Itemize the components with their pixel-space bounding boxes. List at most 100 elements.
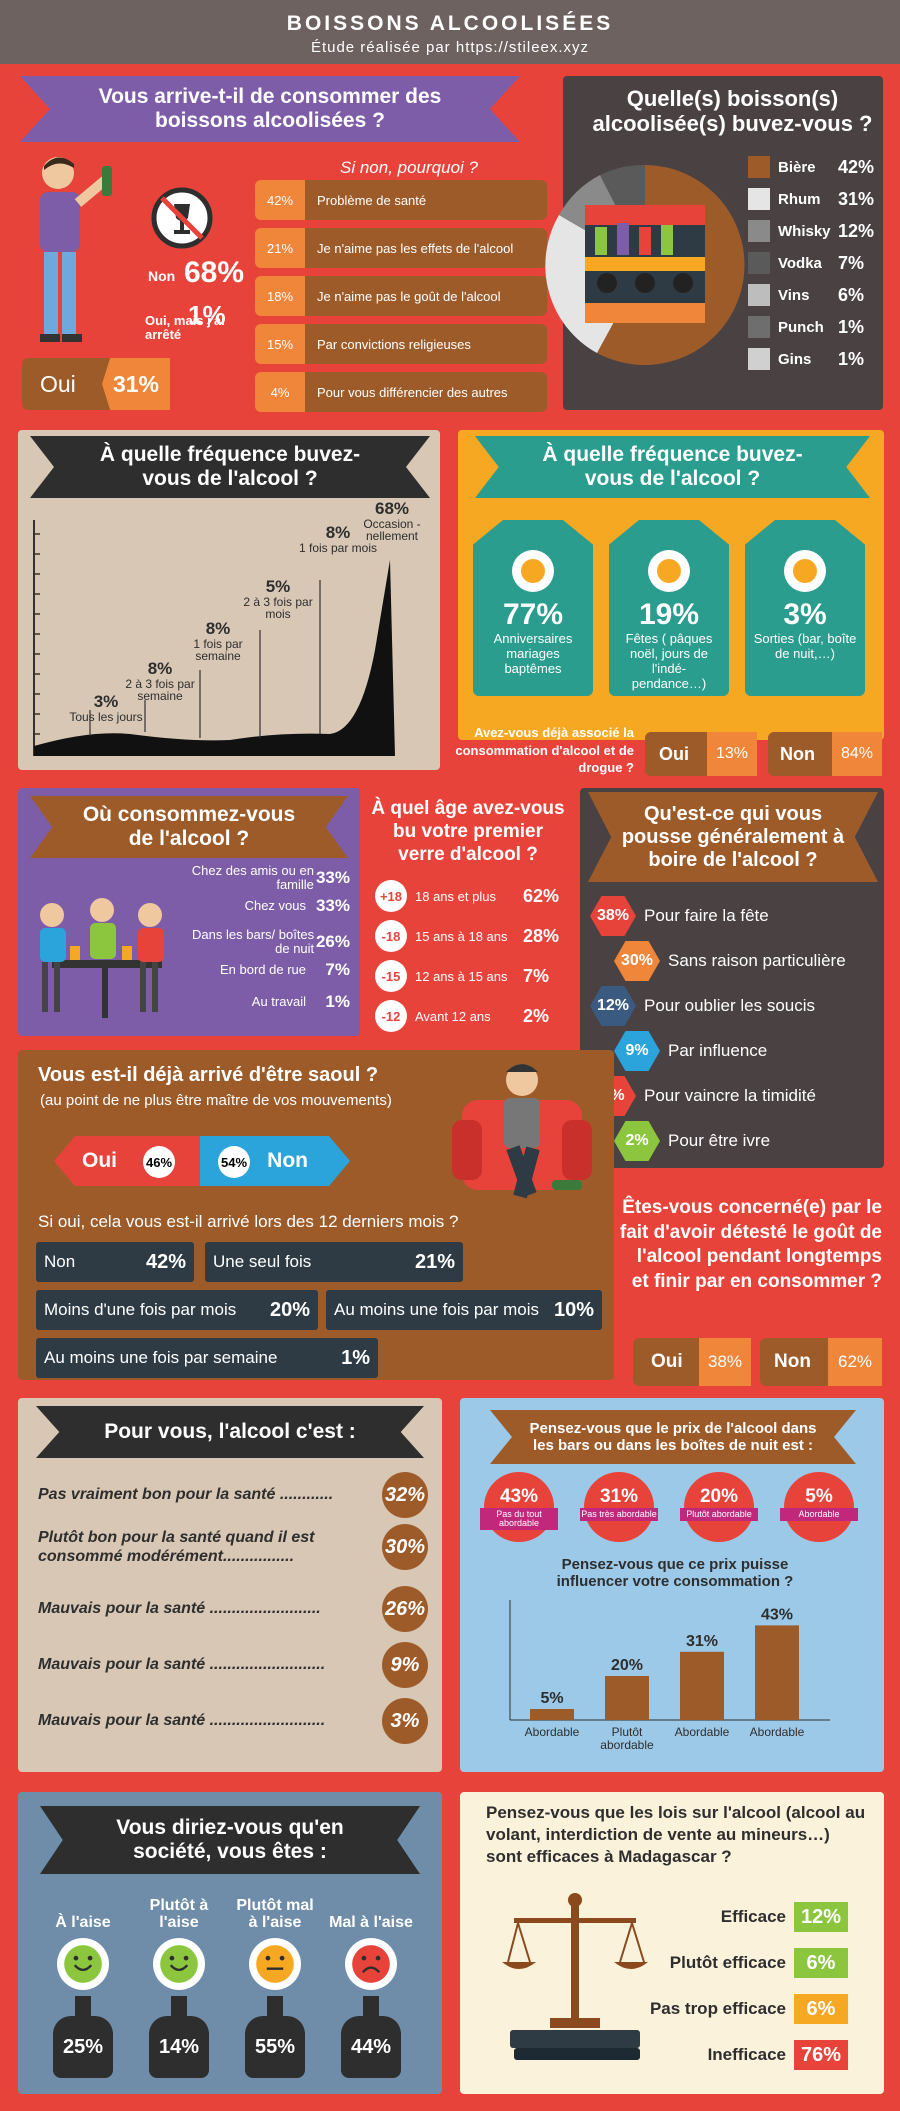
occasion-card: 19% Fêtes ( pâques noël, jours de l'indé… — [609, 520, 729, 696]
s6-title: À quel âge avez-vous bu votre premier ve… — [371, 798, 565, 865]
drug-oui-label: Oui — [659, 743, 689, 764]
frequency-label: 1 fois par mois — [298, 540, 378, 555]
price-badge: 5% Abordable — [780, 1472, 858, 1542]
law-pct: 76% — [794, 2040, 848, 2070]
law-pct: 6% — [794, 1994, 848, 2024]
law-row: Inefficace 76% — [620, 2040, 848, 2070]
last12-pct: 20% — [269, 1298, 310, 1321]
age-badge: -18 — [375, 920, 407, 952]
occasion-pct: 19% — [638, 598, 700, 631]
page-subtitle: Étude réalisée par https://stileex.xyz — [310, 39, 590, 56]
society-label: Plutôt mal à l'aise — [236, 1897, 314, 1932]
age-badge: +18 — [375, 880, 407, 912]
motive-label: Sans raison particulière — [668, 951, 846, 970]
drink-color-swatch — [748, 188, 770, 210]
frequency-pct: 3% — [93, 692, 119, 711]
drink-label: Vins — [778, 286, 810, 304]
age-badge: -12 — [375, 1000, 407, 1032]
face-icon — [153, 1938, 205, 1990]
place-row: En bord de rue 7% — [180, 960, 350, 980]
frequency-pct: 68% — [374, 499, 410, 518]
s10-panel — [18, 1398, 442, 1772]
occasion-card: 77% Anniversaires mariages baptêmes — [473, 520, 593, 696]
saoul-non-label: Non — [267, 1149, 308, 1172]
s8-subtitle: (au point de ne plus être maître de vos … — [40, 1092, 392, 1109]
s5-title-ribbon: Où consommez-vous de l'alcool ? — [30, 796, 348, 858]
motive-pct: 2% — [614, 1121, 660, 1161]
reason-label: Je n'aime pas les effets de l'alcool — [317, 240, 514, 256]
opinion-pct: 30% — [382, 1524, 428, 1570]
opinion-label: Plutôt bon pour la santé quand il est co… — [38, 1528, 315, 1565]
s10-title-ribbon: Pour vous, l'alcool c'est : — [36, 1406, 424, 1458]
age-pct: 2% — [523, 1005, 550, 1026]
price-badge-pct: 43% — [499, 1486, 539, 1507]
motive-label: Par influence — [668, 1041, 768, 1060]
place-pct: 33% — [315, 867, 350, 887]
last12-label: Une seul fois — [213, 1252, 312, 1271]
s9-oui-label: Oui — [651, 1351, 683, 1372]
s9-non-pct: 62% — [828, 1338, 882, 1386]
drink-color-swatch — [748, 252, 770, 274]
place-label: Au travail — [251, 994, 306, 1010]
motive-row: 8% Pour vaincre la timidité — [590, 1076, 860, 1116]
drink-legend-item: Rhum 31% — [748, 186, 876, 212]
saoul-non-pill: Non — [200, 1136, 350, 1186]
law-row: Efficace 12% — [620, 1902, 848, 1932]
drink-label: Vodka — [778, 254, 822, 272]
frequency-label: Tous les jours — [69, 709, 143, 724]
opinion-row: Plutôt bon pour la santé quand il est co… — [38, 1524, 428, 1570]
place-row: Dans les bars/ boîtes de nuit 26% — [180, 928, 350, 955]
age-row: +18 18 ans et plus 62% — [375, 880, 575, 912]
s9-oui-pill: Oui 38% — [633, 1338, 751, 1386]
motive-label: Pour faire la fête — [644, 906, 769, 925]
reason-pct: 4% — [255, 372, 305, 412]
occasion-card: 3% Sorties (bar, boîte de nuit,…) — [745, 520, 865, 696]
opinion-pct: 26% — [382, 1586, 428, 1632]
drink-pct: 7% — [838, 252, 865, 273]
drink-pct: 1% — [838, 316, 865, 337]
bottle-shape — [171, 1996, 187, 2016]
s9-non-pill: Non 62% — [760, 1338, 882, 1386]
opinion-row: Pas vraiment bon pour la santé .........… — [38, 1472, 428, 1518]
place-pct: 33% — [315, 896, 350, 915]
price-bar — [680, 1651, 724, 1720]
friends-drinking-illustration — [40, 898, 164, 1018]
drug-non-pct: 84% — [832, 732, 882, 776]
last12-label: Moins d'une fois par mois — [44, 1300, 237, 1319]
motive-pct: 38% — [590, 896, 636, 936]
reason-row: 4% Pour vous différencier des autres — [255, 372, 547, 412]
motive-pct: 30% — [614, 941, 660, 981]
age-pct: 28% — [523, 925, 560, 946]
drink-color-swatch — [748, 156, 770, 178]
drink-pct: 42% — [838, 156, 875, 177]
face-icon — [345, 1938, 397, 1990]
last12-pct: 1% — [341, 1346, 370, 1369]
place-label: Chez vous — [244, 898, 306, 914]
last12-pct: 10% — [553, 1298, 594, 1321]
law-label: Efficace — [720, 1907, 786, 1926]
s9-title: Êtes-vous concerné(e) par le fait d'avoi… — [619, 1197, 882, 1293]
society-label: Plutôt à l'aise — [149, 1897, 209, 1932]
last12-answer: Une seul fois 21% — [205, 1242, 463, 1282]
price-badge: 43% Pas du tout abordable — [480, 1472, 558, 1542]
drink-pct: 1% — [838, 348, 865, 369]
s8-question2: Si oui, cela vous est-il arrivé lors des… — [38, 1212, 459, 1231]
drink-label: Punch — [778, 318, 824, 336]
drug-question: Avez-vous déjà associé la consommation d… — [455, 725, 634, 776]
society-item: À l'aise 25% — [40, 1888, 126, 2078]
frequency-point: 8% 1 fois par mois — [290, 524, 386, 554]
drink-color-swatch — [748, 220, 770, 242]
drink-pct: 31% — [838, 188, 875, 209]
occasion-icon — [784, 550, 826, 592]
place-pct: 26% — [315, 931, 350, 951]
opinion-label: Mauvais pour la santé ..................… — [38, 1712, 326, 1730]
drink-legend-item: Bière 42% — [748, 154, 876, 180]
opinion-label: Mauvais pour la santé ..................… — [38, 1600, 321, 1618]
frequency-label: 2 à 3 fois par mois — [243, 594, 313, 622]
price-badge-label: Pas très abordable — [580, 1508, 658, 1521]
age-pct: 7% — [523, 965, 550, 986]
s9-non-label: Non — [774, 1351, 811, 1372]
s9-oui-pct: 38% — [699, 1338, 751, 1386]
law-row: Pas trop efficace 6% — [620, 1994, 848, 2024]
frequency-pct: 8% — [325, 523, 351, 542]
